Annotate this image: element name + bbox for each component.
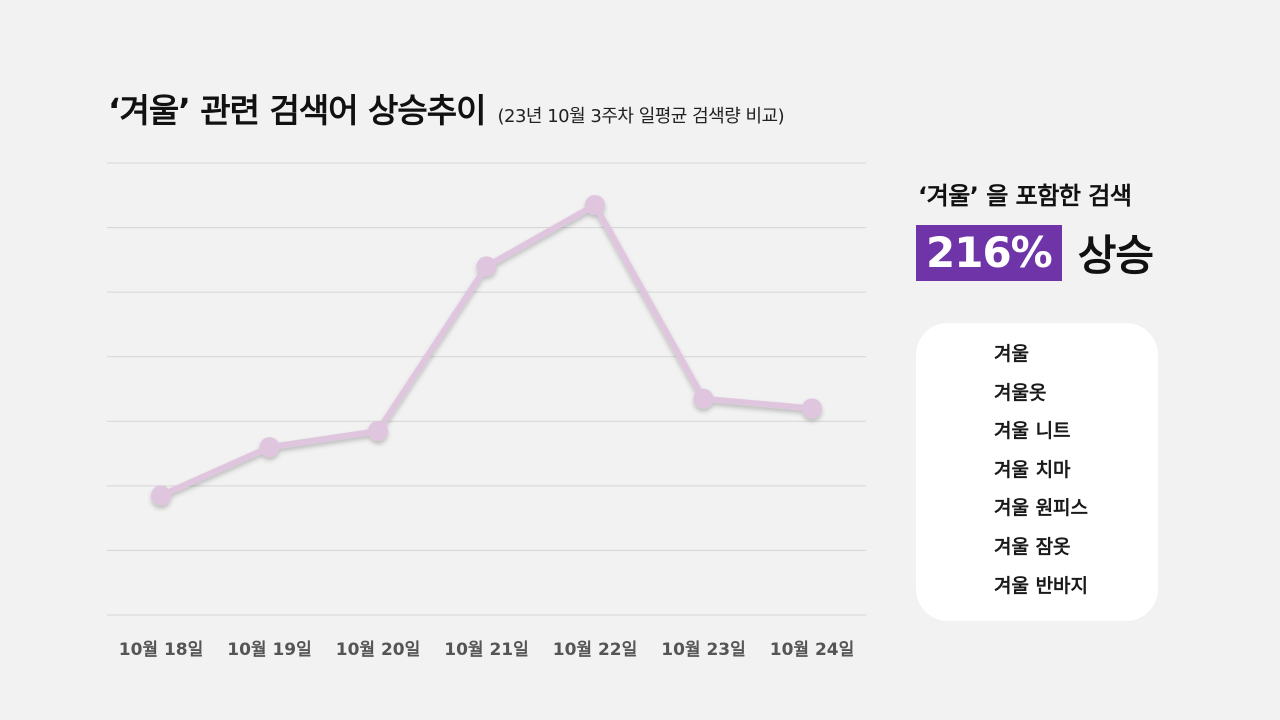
data-point (802, 398, 822, 419)
keyword-item: 겨울 잠옷 (994, 535, 1071, 558)
chart-x-axis-labels: 10월 18일 10월 19일 10월 20일 10월 21일 10월 22일 10월 2… (119, 640, 855, 660)
keyword-item: 겨울옷 (994, 381, 1047, 404)
keyword-item: 겨울 반바지 (994, 574, 1089, 597)
x-tick-label: 10월 24일 (770, 640, 855, 660)
x-tick-label: 10월 19일 (227, 640, 312, 660)
keyword-item: 겨울 치마 (994, 458, 1071, 481)
chart-gridlines (107, 162, 866, 616)
data-point (259, 437, 280, 458)
series-line (158, 201, 815, 499)
keyword-card: 겨울 겨울옷 겨울 니트 겨울 치마 겨울 원피스 겨울 잠옷 겨울 반바지 (916, 323, 1158, 621)
keyword-list: 겨울 겨울옷 겨울 니트 겨울 치마 겨울 원피스 겨울 잠옷 겨울 반바지 (994, 341, 1158, 611)
keyword-item: 겨울 (994, 343, 1029, 365)
data-point (693, 388, 714, 409)
rise-label: 상승 (1077, 231, 1154, 280)
x-tick-label: 10월 23일 (661, 640, 746, 660)
keyword-item: 겨울 니트 (994, 420, 1071, 443)
rise-summary: 216% 상승 (916, 222, 1154, 283)
title-row: ‘겨울’ 관련 검색어 상승추이 (23년 10월 3주차 일평균 검색량 비교… (108, 84, 785, 132)
x-tick-label: 10월 18일 (119, 640, 204, 660)
rise-percentage-badge: 216% (916, 224, 1062, 281)
keyword-item: 겨울 원피스 (994, 497, 1089, 520)
data-point (585, 194, 605, 215)
x-tick-label: 10월 22일 (553, 640, 638, 660)
data-point (368, 420, 388, 441)
page-subtitle: (23년 10월 3주차 일평균 검색량 비교) (497, 106, 785, 127)
data-point (151, 485, 171, 506)
page-title: ‘겨울’ 관련 검색어 상승추이 (108, 91, 486, 130)
summary-headline: ‘겨울’ 을 포함한 검색 (918, 182, 1132, 210)
x-tick-label: 10월 20일 (336, 640, 421, 660)
chart-series (151, 194, 822, 506)
x-tick-label: 10월 21일 (444, 640, 529, 660)
data-point (476, 256, 497, 277)
